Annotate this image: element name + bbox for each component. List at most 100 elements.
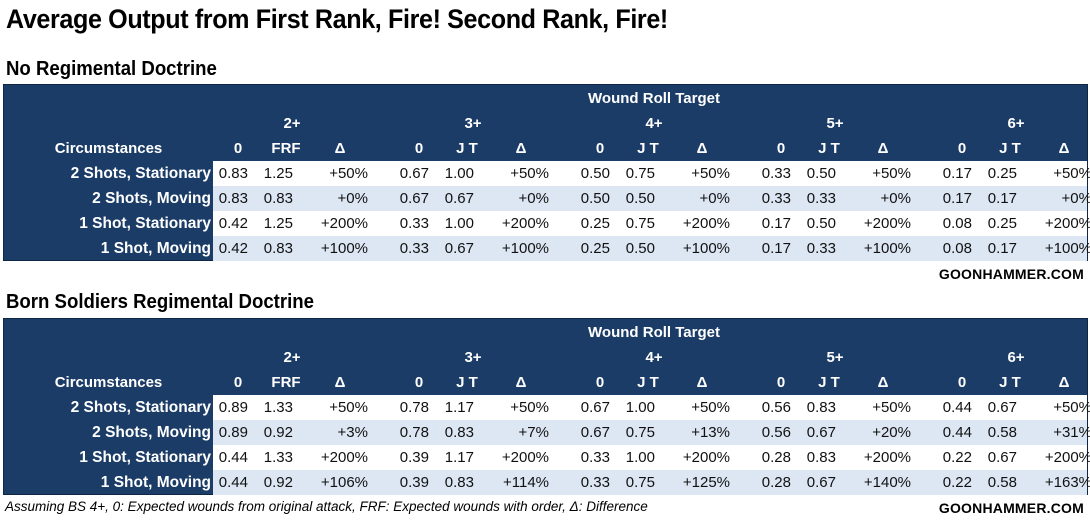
table-cell: +0%: [518, 190, 549, 207]
table-body: 0.83 1.25 +50% 0.67 1.00 +50% 0.50 0.75 +50% 0.33…: [213, 161, 1090, 261]
table-cell: 0.39: [399, 449, 429, 466]
table-cell: +0%: [337, 190, 368, 207]
table-cell: 0.50: [806, 215, 836, 232]
table-cell: 1.17: [444, 449, 474, 466]
table-cell: 0.89: [218, 424, 248, 441]
site-credit: GOONHAMMER.COM: [938, 500, 1084, 516]
table-cell: 0.67: [580, 399, 610, 416]
table-cell: 1.00: [625, 399, 655, 416]
table-cell: 1.00: [444, 215, 474, 232]
table-cell: 0.17: [987, 240, 1017, 257]
column-header: J T: [999, 140, 1021, 157]
table-cell: 0.22: [942, 449, 972, 466]
table-cell: 0.33: [399, 240, 429, 257]
table-cell: 1.00: [625, 449, 655, 466]
table-cell: 1.25: [263, 165, 293, 182]
row-label: 1 Shot, Moving: [100, 474, 211, 491]
table-cell: 0.17: [942, 190, 972, 207]
table-cell: +3%: [337, 424, 368, 441]
table-subtitle: No Regimental Doctrine: [6, 58, 217, 80]
target-header: 4+: [645, 349, 663, 366]
table-cell: +0%: [699, 190, 730, 207]
row-label: 2 Shots, Moving: [92, 424, 211, 441]
target-header: 4+: [645, 115, 663, 132]
table-cell: +106%: [320, 474, 368, 491]
table-cell: 0.67: [987, 399, 1017, 416]
table-cell: 0.28: [761, 474, 791, 491]
table-cell: 0.25: [580, 215, 610, 232]
table-cell: +7%: [518, 424, 549, 441]
footnote: Assuming BS 4+, 0: Expected wounds from …: [5, 499, 648, 514]
column-header: 0: [776, 374, 786, 391]
table-cell: +50%: [510, 399, 549, 416]
table-cell: 0.22: [942, 474, 972, 491]
header-group-label: Wound Roll Target: [588, 324, 720, 341]
table-cell: +50%: [691, 165, 730, 182]
column-header: FRF: [271, 140, 301, 157]
table-cell: +163%: [1044, 474, 1090, 491]
table-cell: 0.83: [444, 474, 474, 491]
table-cell: 0.17: [761, 240, 791, 257]
table-cell: +100%: [1044, 240, 1090, 257]
table-cell: 0.56: [761, 399, 791, 416]
table-cell: +0%: [880, 190, 911, 207]
table-cell: 0.33: [580, 474, 610, 491]
table-row: 0.44 0.92 +106% 0.39 0.83 +114% 0.33 0.75 +125% 0…: [213, 470, 1090, 495]
table-row: 0.42 1.25 +200% 0.33 1.00 +200% 0.25 0.75 +200% 0…: [213, 211, 1090, 236]
table-cell: 0.50: [580, 190, 610, 207]
table-cell: 0.75: [625, 215, 655, 232]
column-header: J T: [637, 374, 659, 391]
table-cell: 0.50: [625, 240, 655, 257]
site-credit: GOONHAMMER.COM: [938, 266, 1084, 282]
table-cell: +140%: [863, 474, 911, 491]
table-cell: 0.58: [987, 474, 1017, 491]
table-cell: +200%: [682, 215, 730, 232]
target-header: 6+: [1007, 115, 1025, 132]
target-header: 2+: [283, 115, 301, 132]
table-cell: 0.44: [942, 399, 972, 416]
column-header: J T: [818, 374, 840, 391]
column-header: 0: [414, 140, 424, 157]
table-cell: 0.83: [263, 190, 293, 207]
table-cell: +50%: [329, 165, 368, 182]
table-cell: 1.25: [263, 215, 293, 232]
table-cell: 0.83: [806, 449, 836, 466]
table-cell: 0.78: [399, 399, 429, 416]
table-cell: 0.25: [987, 165, 1017, 182]
table-cell: 0.83: [263, 240, 293, 257]
column-header: J T: [637, 140, 659, 157]
table-cell: +13%: [691, 424, 730, 441]
target-header: 5+: [826, 115, 844, 132]
row-label: 2 Shots, Stationary: [70, 399, 211, 416]
table-cell: 0.33: [806, 190, 836, 207]
table-cell: +200%: [320, 449, 368, 466]
target-header: 3+: [464, 115, 482, 132]
table-cell: 0.56: [761, 424, 791, 441]
table-row: 0.83 0.83 +0% 0.67 0.67 +0% 0.50 0.50 +0% 0.33 0.3…: [213, 186, 1090, 211]
table-cell: +114%: [502, 474, 549, 491]
table-cell: +200%: [501, 215, 549, 232]
table-cell: 0.83: [806, 399, 836, 416]
table-cell: 0.50: [625, 190, 655, 207]
table-cell: 0.33: [806, 240, 836, 257]
table-row: 0.89 0.92 +3% 0.78 0.83 +7% 0.67 0.75 +13% 0.56 0.…: [213, 420, 1090, 445]
table-cell: 0.44: [218, 474, 248, 491]
table-cell: +50%: [872, 165, 911, 182]
table-cell: 0.33: [761, 190, 791, 207]
table-cell: +200%: [1044, 215, 1090, 232]
column-header: Δ: [334, 374, 346, 391]
table-cell: 0.28: [761, 449, 791, 466]
column-header: J T: [456, 374, 478, 391]
table-cell: +50%: [872, 399, 911, 416]
column-header: 0: [957, 374, 967, 391]
table-cell: 1.17: [444, 399, 474, 416]
table-cell: +200%: [501, 449, 549, 466]
table-cell: +50%: [1053, 399, 1090, 416]
table-cell: +100%: [682, 240, 730, 257]
row-label: 2 Shots, Stationary: [70, 165, 211, 182]
table-cell: 0.08: [942, 215, 972, 232]
column-header: 0: [233, 374, 243, 391]
column-header: 0: [957, 140, 967, 157]
results-table: Wound Roll Target 2+ 0 FRF Δ 3+ 0 J T Δ 4+ 0 J T Δ 5+…: [3, 84, 1090, 261]
table-cell: 0.67: [806, 424, 836, 441]
